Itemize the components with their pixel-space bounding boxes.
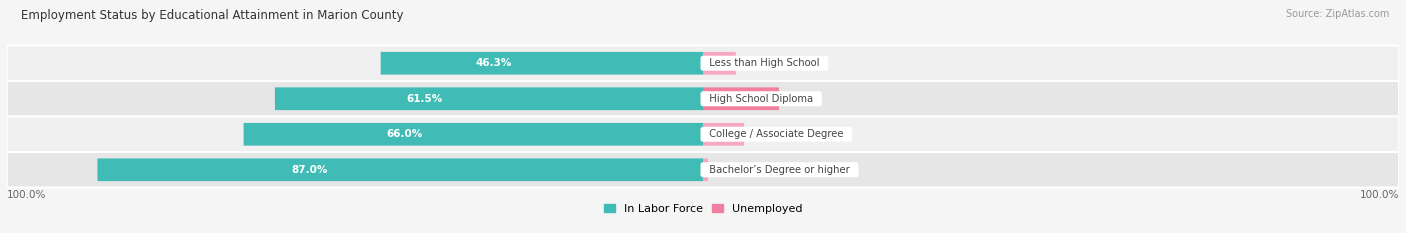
FancyBboxPatch shape <box>7 116 1399 152</box>
FancyBboxPatch shape <box>7 81 1399 116</box>
FancyBboxPatch shape <box>7 152 1399 188</box>
FancyBboxPatch shape <box>97 158 703 181</box>
Text: 10.9%: 10.9% <box>789 94 823 104</box>
Text: Less than High School: Less than High School <box>703 58 825 68</box>
FancyBboxPatch shape <box>243 123 703 146</box>
FancyBboxPatch shape <box>703 158 709 181</box>
Text: 4.7%: 4.7% <box>747 58 773 68</box>
Text: 100.0%: 100.0% <box>1360 190 1399 200</box>
FancyBboxPatch shape <box>381 52 703 75</box>
Text: Employment Status by Educational Attainment in Marion County: Employment Status by Educational Attainm… <box>21 9 404 22</box>
Text: 0.7%: 0.7% <box>718 165 745 175</box>
FancyBboxPatch shape <box>703 123 744 146</box>
Text: 61.5%: 61.5% <box>406 94 443 104</box>
FancyBboxPatch shape <box>7 45 1399 81</box>
Text: 100.0%: 100.0% <box>7 190 46 200</box>
Text: 46.3%: 46.3% <box>475 58 512 68</box>
Text: Source: ZipAtlas.com: Source: ZipAtlas.com <box>1285 9 1389 19</box>
Text: 66.0%: 66.0% <box>387 129 423 139</box>
Text: High School Diploma: High School Diploma <box>703 94 820 104</box>
Text: College / Associate Degree: College / Associate Degree <box>703 129 849 139</box>
FancyBboxPatch shape <box>276 87 703 110</box>
FancyBboxPatch shape <box>703 87 779 110</box>
Text: 87.0%: 87.0% <box>291 165 328 175</box>
Legend: In Labor Force, Unemployed: In Labor Force, Unemployed <box>599 199 807 218</box>
Text: 5.9%: 5.9% <box>755 129 780 139</box>
Text: Bachelor’s Degree or higher: Bachelor’s Degree or higher <box>703 165 856 175</box>
FancyBboxPatch shape <box>703 52 735 75</box>
